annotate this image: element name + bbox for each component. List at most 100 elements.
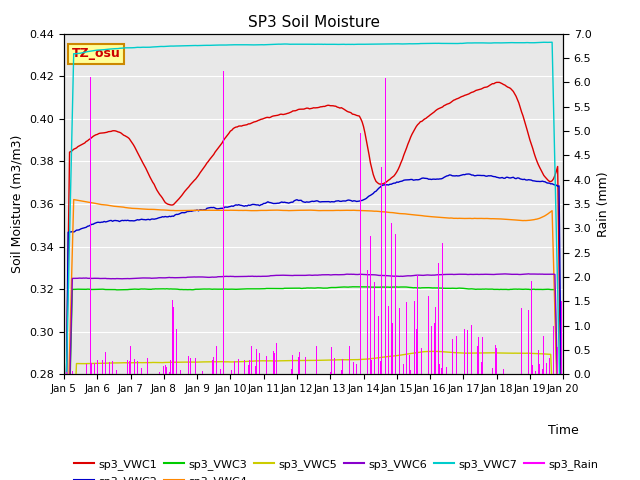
Bar	[381, 167, 382, 374]
Bar	[496, 348, 497, 374]
Bar	[305, 357, 306, 374]
Bar	[134, 360, 135, 374]
Text: TZ_osu: TZ_osu	[72, 48, 120, 60]
Bar	[334, 358, 335, 374]
Bar	[216, 346, 217, 374]
Bar	[213, 358, 214, 374]
Bar	[546, 362, 547, 374]
Bar	[163, 366, 164, 374]
Bar	[223, 72, 224, 374]
Bar	[434, 323, 435, 374]
Bar	[486, 349, 487, 374]
Bar	[88, 370, 90, 374]
Bar	[410, 370, 411, 374]
Bar	[380, 360, 381, 374]
Bar	[120, 362, 121, 374]
Bar	[90, 77, 91, 374]
Bar	[370, 236, 371, 374]
Bar	[341, 370, 342, 374]
Bar	[72, 371, 73, 374]
Bar	[538, 350, 539, 374]
Bar	[392, 324, 393, 374]
Bar	[112, 361, 113, 374]
Y-axis label: Soil Moisture (m3/m3): Soil Moisture (m3/m3)	[11, 135, 24, 273]
Bar	[535, 372, 536, 374]
Bar	[367, 270, 368, 374]
Bar	[557, 347, 558, 374]
Bar	[448, 363, 449, 374]
Bar	[553, 326, 554, 374]
Bar	[172, 300, 173, 374]
Bar	[353, 362, 354, 374]
Bar	[316, 346, 317, 374]
Bar	[342, 360, 343, 374]
Bar	[221, 371, 223, 374]
Bar	[173, 307, 174, 374]
Bar	[159, 372, 160, 374]
Bar	[503, 369, 504, 374]
Bar	[349, 347, 350, 374]
Bar	[493, 345, 494, 374]
Bar	[116, 370, 117, 374]
Bar	[303, 351, 304, 374]
Bar	[141, 368, 142, 374]
Bar	[238, 359, 239, 374]
Bar	[423, 328, 424, 374]
Bar	[374, 282, 375, 374]
Bar	[536, 348, 537, 374]
Title: SP3 Soil Moisture: SP3 Soil Moisture	[248, 15, 380, 30]
Bar	[554, 366, 556, 374]
Bar	[258, 347, 259, 374]
Bar	[528, 310, 529, 374]
Bar	[94, 363, 95, 374]
Bar	[441, 368, 442, 374]
Bar	[266, 356, 267, 374]
Bar	[521, 308, 522, 374]
Bar	[255, 366, 256, 374]
Bar	[246, 370, 248, 374]
Bar	[240, 362, 241, 374]
Bar	[356, 364, 357, 374]
Bar	[478, 337, 479, 374]
Bar	[102, 360, 103, 374]
Bar	[291, 369, 292, 374]
Bar	[388, 306, 389, 374]
Bar	[137, 361, 138, 374]
Bar	[435, 307, 436, 374]
Bar	[399, 308, 400, 374]
Bar	[105, 352, 106, 374]
Bar	[438, 263, 439, 374]
Bar	[385, 78, 386, 374]
Bar	[188, 356, 189, 374]
Bar	[296, 360, 298, 374]
Bar	[409, 355, 410, 374]
Bar	[498, 356, 499, 374]
Bar	[138, 357, 140, 374]
Bar	[278, 358, 279, 374]
Bar	[416, 329, 417, 374]
Bar	[298, 357, 299, 374]
Bar	[481, 362, 482, 374]
Bar	[543, 336, 544, 374]
Bar	[467, 330, 468, 374]
Bar	[265, 370, 266, 374]
Legend: sp3_VWC1, sp3_VWC2, sp3_VWC3, sp3_VWC4, sp3_VWC5, sp3_VWC6, sp3_VWC7, sp3_Rain: sp3_VWC1, sp3_VWC2, sp3_VWC3, sp3_VWC4, …	[70, 455, 603, 480]
Bar	[421, 348, 422, 374]
Bar	[492, 368, 493, 374]
Bar	[165, 365, 166, 374]
Bar	[321, 358, 323, 374]
Bar	[371, 360, 372, 374]
Bar	[446, 367, 447, 374]
Bar	[166, 367, 167, 374]
Bar	[170, 360, 171, 374]
Bar	[378, 316, 379, 374]
Bar	[248, 365, 249, 374]
Bar	[531, 281, 532, 374]
Bar	[97, 360, 98, 374]
Bar	[456, 336, 457, 374]
Bar	[169, 372, 170, 374]
Bar	[176, 329, 177, 374]
Bar	[195, 358, 196, 374]
Text: Time: Time	[548, 424, 579, 437]
Bar	[130, 346, 131, 374]
